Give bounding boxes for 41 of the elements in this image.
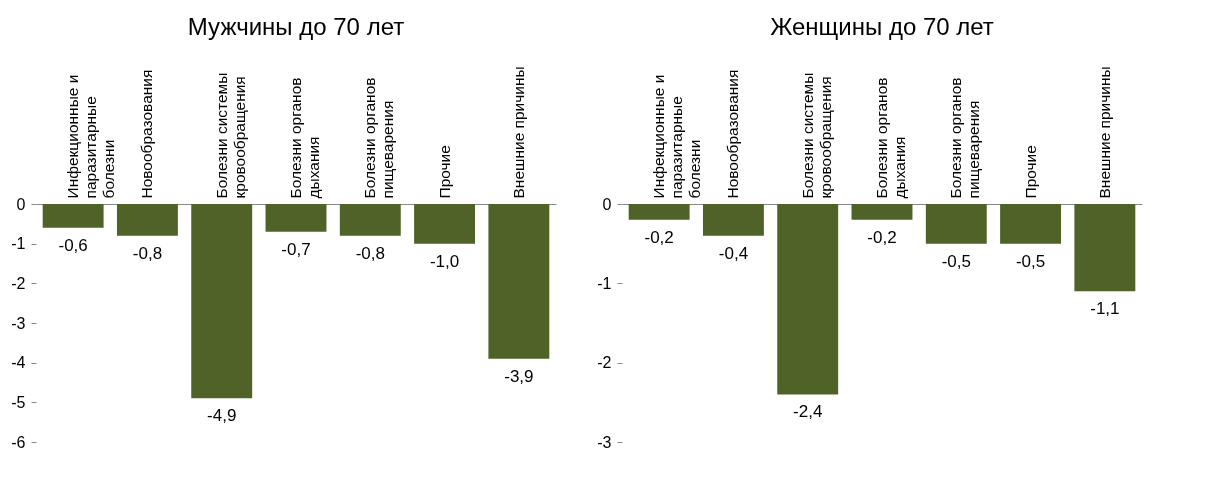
- y-tick-label: -1: [11, 235, 26, 253]
- data-label: -2,4: [793, 402, 823, 422]
- data-label: -0,8: [355, 243, 385, 263]
- data-label: -0,6: [58, 235, 88, 255]
- x-tick-label: Внешние причины: [509, 66, 527, 199]
- data-label: -3,9: [504, 366, 534, 386]
- y-tick-label: -2: [597, 354, 612, 372]
- x-tick-label: Внешние причины: [1095, 66, 1113, 199]
- x-tick-label: Прочие: [1021, 145, 1039, 199]
- data-label: -1,0: [429, 251, 460, 271]
- data-label: -0,7: [281, 239, 311, 259]
- y-tick-label: -1: [597, 274, 612, 292]
- x-tick-label: Новообразования: [724, 69, 742, 199]
- chart-title: Женщины до 70 лет: [770, 12, 994, 40]
- data-label: -0,8: [132, 243, 163, 263]
- x-tick-label: Болезни органов пищеварения: [947, 77, 983, 199]
- y-tick-label: -2: [11, 274, 26, 292]
- data-label: -4,9: [207, 406, 237, 426]
- data-label: -0,5: [1015, 251, 1046, 271]
- y-tick-label: -4: [11, 354, 26, 372]
- x-tick-label: Инфекционные и паразитарные болезни: [64, 74, 118, 199]
- x-tick-label: Прочие: [435, 145, 453, 199]
- data-label: -0,2: [644, 227, 674, 247]
- x-tick-label: Новообразования: [138, 69, 156, 199]
- x-tick-label: Болезни органов дыхания: [873, 77, 908, 199]
- chart-title: Мужчины до 70 лет: [187, 12, 405, 40]
- y-tick-label: 0: [602, 195, 612, 213]
- y-tick-label: -3: [11, 314, 26, 332]
- y-tick-label: -3: [597, 433, 612, 451]
- x-tick-label: Болезни органов дыхания: [287, 77, 322, 199]
- x-tick-label: Болезни органов пищеварения: [361, 77, 397, 199]
- data-label: -0,2: [867, 227, 897, 247]
- data-label: -0,5: [941, 251, 971, 271]
- y-tick-label: -5: [11, 393, 26, 411]
- x-tick-label: Инфекционные и паразитарные болезни: [650, 74, 704, 199]
- x-tick-label: Болезни системы кровообращения: [798, 72, 834, 199]
- data-label: -0,4: [718, 243, 749, 263]
- y-tick-label: -6: [11, 433, 26, 451]
- x-tick-label: Болезни системы кровообращения: [212, 72, 248, 199]
- data-label: -1,1: [1090, 299, 1120, 319]
- y-tick-label: 0: [16, 195, 26, 213]
